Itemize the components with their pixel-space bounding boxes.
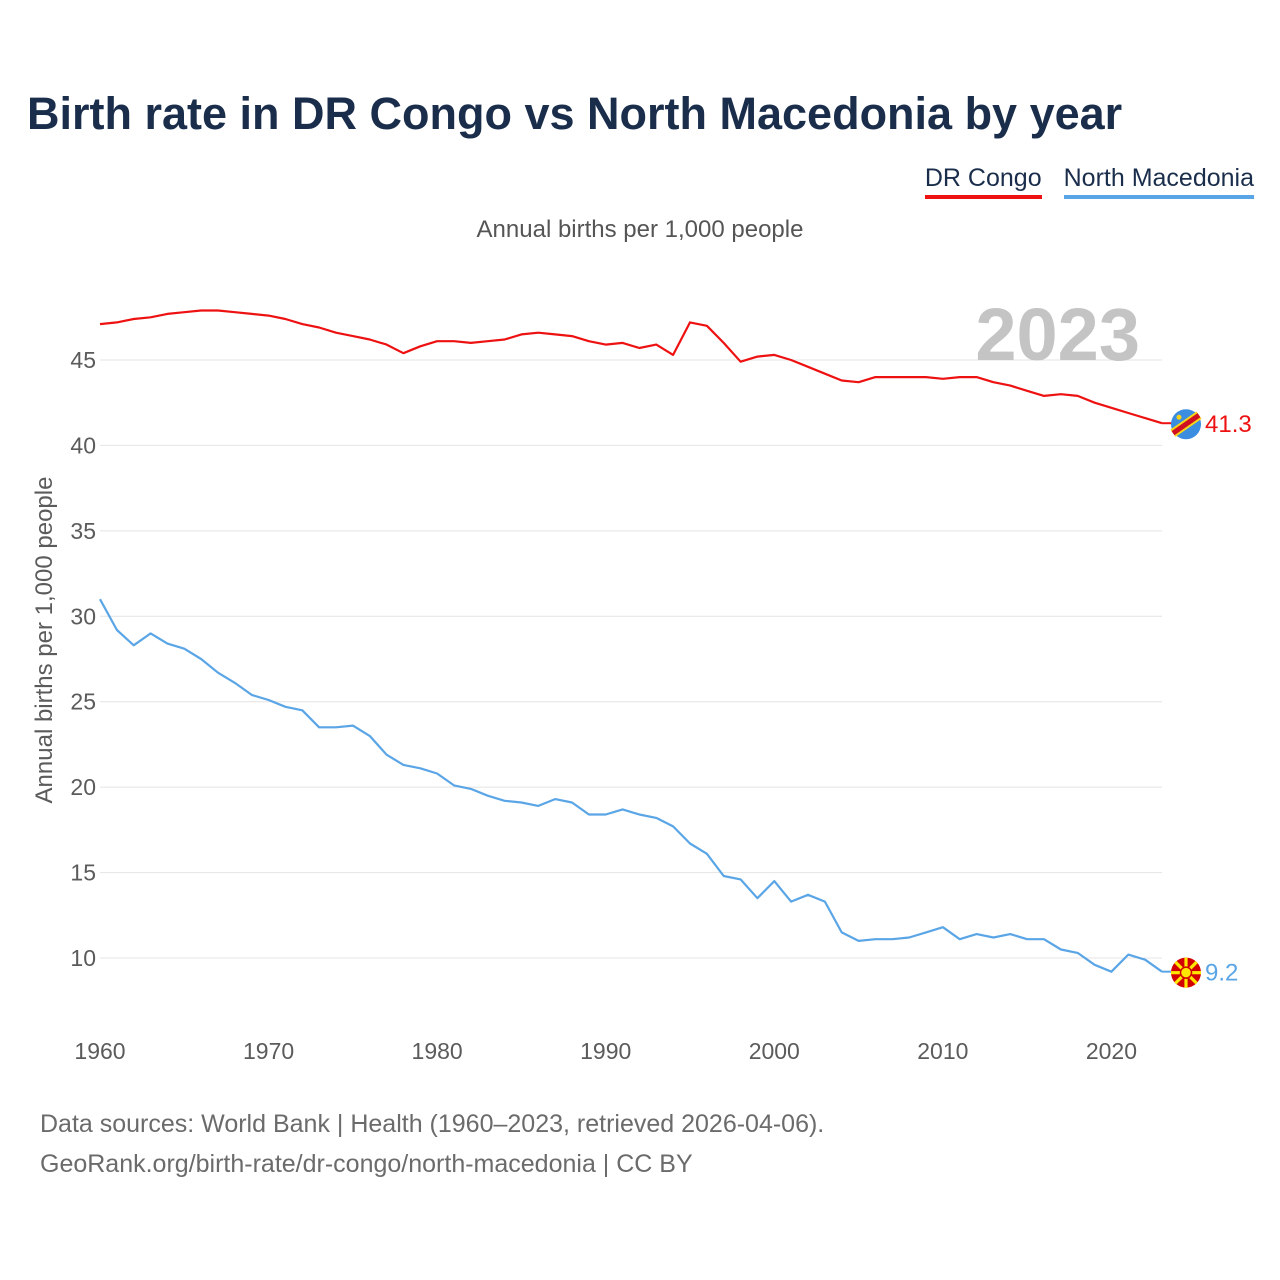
chart-title: Birth rate in DR Congo vs North Macedoni…	[27, 88, 1123, 139]
y-tick-label: 45	[70, 347, 96, 373]
dr-congo-flag-icon	[1170, 409, 1202, 440]
flag-sun	[1179, 966, 1193, 979]
y-axis-label: Annual births per 1,000 people	[31, 477, 58, 804]
end-markers: 41.3 9.2	[1162, 409, 1252, 988]
x-tick-label: 1990	[580, 1038, 631, 1064]
legend-item-dr-congo[interactable]: DR Congo	[924, 164, 1042, 199]
source-url[interactable]: GeoRank.org/birth-rate/dr-congo/north-ma…	[40, 1150, 693, 1178]
flag-stripe-red	[1171, 413, 1201, 436]
x-tick-label: 2020	[1086, 1038, 1137, 1064]
axes: 10 15 20 25 30 35 40 45 1960 1970 1980 1990 2000 2010…	[70, 347, 1137, 1064]
flag-star	[1176, 414, 1182, 420]
x-tick-label: 1960	[74, 1038, 125, 1064]
end-value-label: 9.2	[1205, 960, 1238, 987]
footer: Data sources: World Bank | Health (1960–…	[40, 1104, 824, 1184]
series-line-north-macedonia	[99, 598, 1163, 973]
y-tick-label: 25	[70, 689, 96, 715]
chart-subtitle: Annual births per 1,000 people	[476, 216, 804, 243]
north-macedonia-flag-icon	[1171, 957, 1201, 988]
source-note: Data sources: World Bank | Health (1960–…	[40, 1110, 825, 1138]
x-tick-label: 1980	[412, 1038, 463, 1064]
gridlines	[100, 359, 1162, 959]
series	[99, 309, 1163, 973]
x-tick-label: 1970	[243, 1038, 294, 1064]
y-tick-label: 40	[70, 432, 96, 458]
y-tick-label: 30	[70, 603, 96, 629]
y-tick-label: 20	[70, 774, 96, 800]
series-line-dr-congo	[99, 309, 1163, 425]
y-tick-label: 35	[70, 518, 96, 544]
legend: DR Congo North Macedonia	[924, 164, 1254, 199]
y-tick-label: 10	[70, 945, 96, 971]
x-tick-label: 2000	[749, 1038, 800, 1064]
legend-item-north-macedonia[interactable]: North Macedonia	[1063, 164, 1254, 199]
x-tick-label: 2010	[917, 1038, 968, 1064]
end-value-label: 41.3	[1205, 411, 1252, 438]
y-tick-label: 15	[70, 860, 96, 886]
year-watermark: 2023	[975, 293, 1140, 376]
